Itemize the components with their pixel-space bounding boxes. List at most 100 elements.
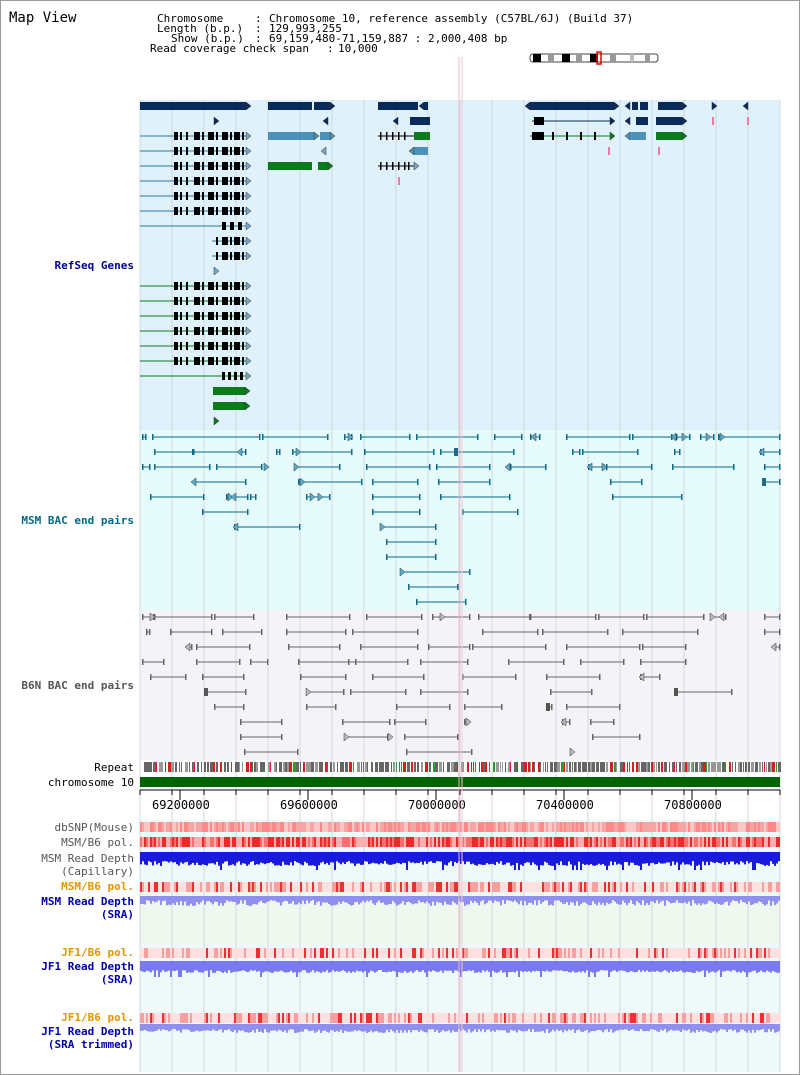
gene-exon[interactable]	[712, 117, 714, 125]
gene-exon[interactable]	[386, 132, 388, 140]
gene-exon[interactable]	[216, 327, 218, 335]
gene-arrow[interactable]	[245, 101, 252, 111]
gene-exon[interactable]	[212, 162, 214, 170]
gene-exon[interactable]	[194, 312, 198, 320]
gene-arrow[interactable]	[245, 356, 252, 366]
gene-exon[interactable]	[194, 132, 198, 140]
gene-exon[interactable]	[202, 162, 204, 170]
gene-exon[interactable]	[202, 207, 204, 215]
gene-exon[interactable]	[202, 327, 204, 335]
gene-exon[interactable]	[198, 162, 200, 170]
gene-arrow[interactable]	[770, 642, 777, 652]
gene-exon[interactable]	[180, 162, 182, 170]
gene-exon[interactable]	[242, 177, 244, 185]
gene-exon[interactable]	[222, 252, 226, 260]
gene-exon[interactable]	[222, 357, 226, 365]
gene-exon[interactable]	[226, 357, 228, 365]
gene-exon[interactable]	[408, 162, 410, 170]
gene-exon[interactable]	[174, 177, 178, 185]
gene-exon[interactable]	[320, 132, 330, 140]
gene-exon[interactable]	[632, 102, 638, 110]
gene-exon[interactable]	[208, 357, 212, 365]
gene-exon[interactable]	[242, 342, 244, 350]
gene-exon[interactable]	[238, 192, 240, 200]
gene-exon[interactable]	[180, 177, 182, 185]
gene-exon[interactable]	[228, 372, 231, 380]
gene-exon[interactable]	[216, 252, 218, 260]
gene-exon[interactable]	[202, 132, 204, 140]
gene-arrow[interactable]	[245, 236, 252, 246]
gene-exon[interactable]	[580, 132, 582, 140]
gene-arrow[interactable]	[245, 296, 252, 306]
gene-arrow[interactable]	[681, 432, 688, 442]
gene-exon[interactable]	[216, 132, 218, 140]
gene-exon[interactable]	[230, 162, 232, 170]
gene-exon[interactable]	[186, 177, 188, 185]
gene-exon[interactable]	[378, 102, 418, 110]
gene-exon[interactable]	[180, 192, 182, 200]
gene-arrow[interactable]	[184, 642, 191, 652]
gene-exon[interactable]	[174, 147, 178, 155]
gene-exon[interactable]	[198, 357, 200, 365]
gene-exon[interactable]	[230, 327, 232, 335]
gene-exon[interactable]	[230, 252, 232, 260]
gene-exon[interactable]	[222, 297, 226, 305]
gene-exon[interactable]	[222, 372, 225, 380]
gene-exon[interactable]	[234, 162, 238, 170]
gene-exon[interactable]	[202, 357, 204, 365]
gene-exon[interactable]	[238, 177, 240, 185]
gene-arrow[interactable]	[227, 492, 234, 502]
gene-exon[interactable]	[212, 357, 214, 365]
gene-arrow[interactable]	[245, 221, 252, 231]
gene-exon[interactable]	[216, 177, 218, 185]
gene-exon[interactable]	[234, 237, 238, 245]
gene-arrow[interactable]	[681, 131, 688, 141]
gene-arrow[interactable]	[624, 116, 631, 126]
gene-exon[interactable]	[180, 342, 182, 350]
gene-exon[interactable]	[174, 357, 178, 365]
gene-exon[interactable]	[216, 192, 218, 200]
gene-arrow[interactable]	[586, 462, 593, 472]
gene-arrow[interactable]	[245, 176, 252, 186]
gene-exon[interactable]	[222, 177, 226, 185]
gene-arrow[interactable]	[245, 311, 252, 321]
gene-exon[interactable]	[230, 147, 232, 155]
gene-exon[interactable]	[180, 297, 182, 305]
gene-exon[interactable]	[222, 282, 226, 290]
gene-arrow[interactable]	[711, 101, 718, 111]
gene-exon[interactable]	[194, 357, 198, 365]
gene-exon[interactable]	[212, 132, 214, 140]
gene-exon[interactable]	[194, 207, 198, 215]
gene-exon[interactable]	[230, 342, 232, 350]
gene-exon[interactable]	[226, 162, 228, 170]
gene-arrow[interactable]	[705, 432, 712, 442]
gene-exon[interactable]	[404, 132, 406, 140]
gene-exon[interactable]	[240, 372, 243, 380]
gene-exon[interactable]	[174, 327, 178, 335]
gene-exon[interactable]	[608, 147, 610, 155]
gene-arrow[interactable]	[245, 281, 252, 291]
gene-exon[interactable]	[180, 357, 182, 365]
gene-exon[interactable]	[198, 297, 200, 305]
gene-arrow[interactable]	[322, 116, 329, 126]
gene-arrow[interactable]	[327, 161, 334, 171]
gene-exon[interactable]	[194, 177, 198, 185]
gene-exon[interactable]	[202, 147, 204, 155]
gene-exon[interactable]	[222, 327, 226, 335]
gene-arrow[interactable]	[465, 717, 472, 727]
gene-exon[interactable]	[208, 312, 212, 320]
gene-exon[interactable]	[186, 192, 188, 200]
gene-arrow[interactable]	[569, 747, 576, 757]
gene-arrow[interactable]	[718, 612, 725, 622]
gene-arrow[interactable]	[343, 732, 350, 742]
gene-exon[interactable]	[398, 177, 400, 185]
gene-exon[interactable]	[238, 327, 240, 335]
gene-exon[interactable]	[268, 102, 312, 110]
gene-exon[interactable]	[198, 312, 200, 320]
gene-exon[interactable]	[410, 117, 430, 125]
gene-arrow[interactable]	[504, 462, 511, 472]
chromosome-ideogram[interactable]	[529, 51, 659, 65]
gene-arrow[interactable]	[263, 462, 270, 472]
gene-arrow[interactable]	[609, 131, 616, 141]
gene-exon[interactable]	[234, 147, 238, 155]
